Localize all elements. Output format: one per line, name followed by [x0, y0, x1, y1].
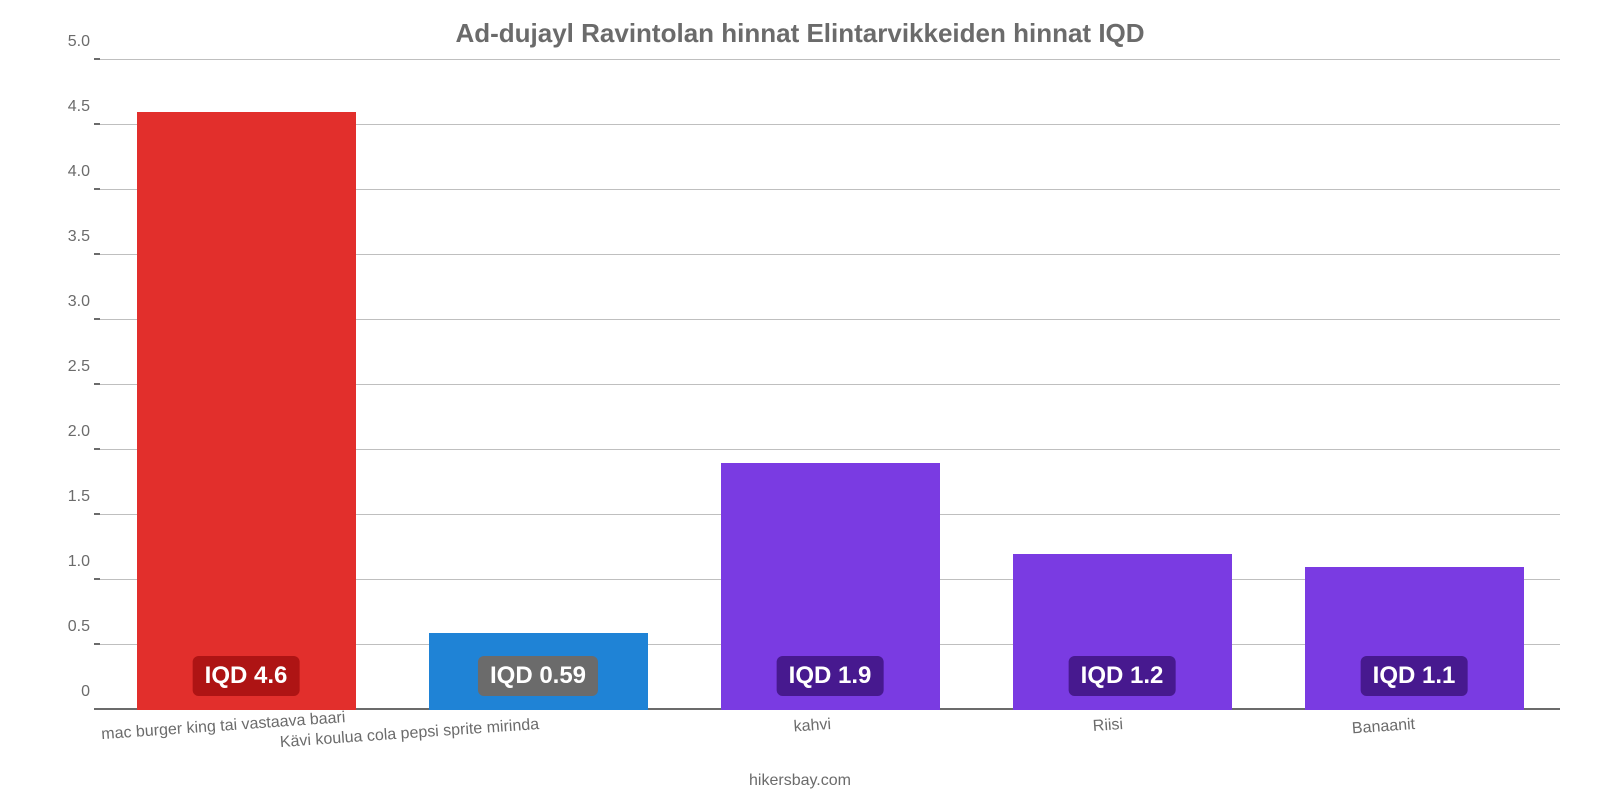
y-tick-label: 4.5: [68, 98, 100, 116]
plot-area: 00.51.01.52.02.53.03.54.04.55.0IQD 4.6ma…: [100, 60, 1560, 710]
attribution-text: hikersbay.com: [0, 772, 1600, 790]
value-badge: IQD 4.6: [193, 656, 300, 696]
value-badge: IQD 1.9: [777, 656, 884, 696]
y-tick-label: 3.0: [68, 293, 100, 311]
value-badge: IQD 1.1: [1361, 656, 1468, 696]
value-badge: IQD 1.2: [1069, 656, 1176, 696]
y-tick-label: 3.5: [68, 228, 100, 246]
y-tick-mark: [94, 708, 100, 710]
y-tick-label: 4.0: [68, 163, 100, 181]
y-tick-label: 2.5: [68, 358, 100, 376]
grid-line: [100, 59, 1560, 60]
price-bar-chart: Ad-dujayl Ravintolan hinnat Elintarvikke…: [0, 0, 1600, 800]
y-tick-label: 5.0: [68, 33, 100, 51]
y-tick-label: 2.0: [68, 423, 100, 441]
bar: IQD 4.6: [137, 112, 356, 710]
y-tick-label: 0.5: [68, 618, 100, 636]
y-tick-label: 1.5: [68, 488, 100, 506]
chart-title: Ad-dujayl Ravintolan hinnat Elintarvikke…: [0, 18, 1600, 49]
y-tick-label: 0: [81, 683, 100, 701]
value-badge: IQD 0.59: [478, 656, 598, 696]
bar: IQD 1.1: [1305, 567, 1524, 710]
bar: IQD 0.59: [429, 633, 648, 710]
y-tick-label: 1.0: [68, 553, 100, 571]
bar: IQD 1.9: [721, 463, 940, 710]
bar: IQD 1.2: [1013, 554, 1232, 710]
